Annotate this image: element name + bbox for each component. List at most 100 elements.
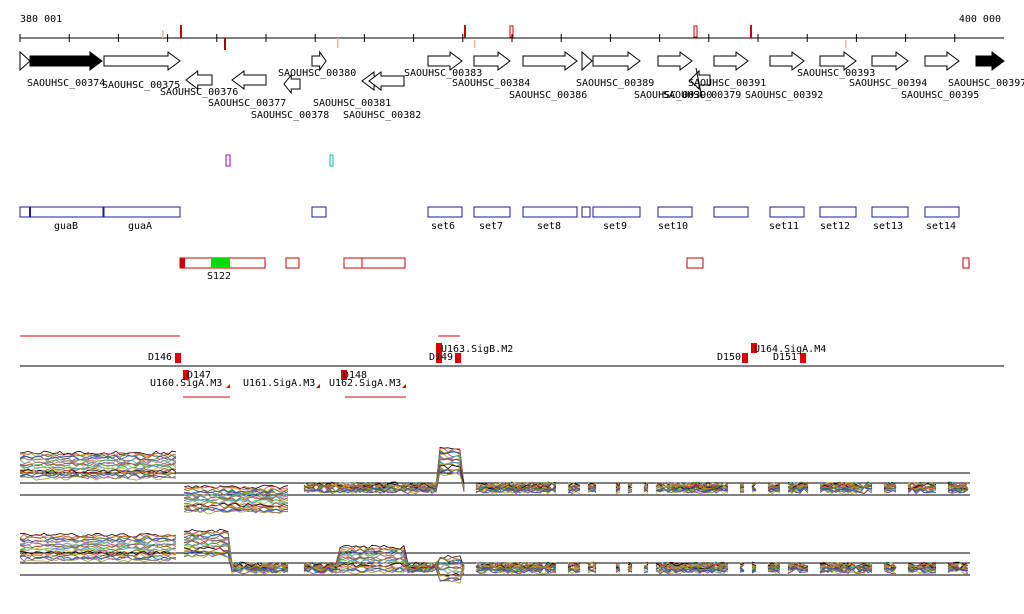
gene-label: SAOUHSC_00377 <box>208 98 286 109</box>
segment-box <box>962 257 970 269</box>
segment-box <box>686 257 704 269</box>
operon-box <box>103 206 181 218</box>
feature-mark <box>742 353 748 363</box>
gene-arrow <box>185 69 213 91</box>
ruler-mark-faint <box>474 40 476 48</box>
segment-box <box>285 257 300 269</box>
gene-arrow <box>29 51 103 71</box>
feature-label: D147 <box>187 370 211 381</box>
operon-label: set14 <box>926 221 956 232</box>
gene-arrow <box>713 51 749 71</box>
ruler-mark-hollow <box>693 25 698 38</box>
operon-box <box>924 206 960 218</box>
gene-label: SAOUHSC_00383 <box>404 68 482 79</box>
feature-label: U163.SigB.M2 <box>441 344 513 355</box>
operon-label: set11 <box>769 221 799 232</box>
gene-label: SAOUHSC_00376 <box>160 87 238 98</box>
ruler-start-label: 380 001 <box>20 14 62 25</box>
expression-track-1 <box>19 446 970 515</box>
operon-box <box>19 206 31 218</box>
operon-box <box>473 206 511 218</box>
gene-label: SAOUHSC_00386 <box>509 90 587 101</box>
ruler-ticks <box>19 34 956 42</box>
gene-arrow <box>283 73 301 95</box>
gene-arrow <box>924 51 960 71</box>
gene-arrow <box>657 51 693 71</box>
cyan-marker <box>329 154 334 167</box>
gene-marker <box>581 50 593 72</box>
coordinate-ruler: 380 001 400 000 <box>19 14 1004 50</box>
operon-box <box>592 206 641 218</box>
expr-series-line <box>19 458 969 501</box>
ruler-marks <box>162 25 847 50</box>
gene-marker <box>19 50 31 72</box>
gene-label: SAOUHSC_00392 <box>745 90 823 101</box>
feature-mark <box>341 370 347 380</box>
operon-track: guaB guaA set6 set7 set8 set9 set10 set11 set12 s… <box>19 206 960 232</box>
gene-label: SAOUHSC_00397 <box>948 78 1024 89</box>
ruler-mark <box>750 25 752 38</box>
gene-connector <box>695 67 703 99</box>
gene-arrow <box>368 71 405 91</box>
feature-label: D146 <box>148 352 172 363</box>
ruler-mark-faint <box>337 38 339 48</box>
operon-box <box>427 206 463 218</box>
gene-label: SAOUHSC_00382 <box>343 110 421 121</box>
gene-label: SAOUHSC_00374 <box>27 78 105 89</box>
feature-mark <box>183 370 189 380</box>
ruler-mark <box>180 25 182 38</box>
gene-label: SAOUHSC_00395 <box>901 90 979 101</box>
feature-label: U160.SigA.M3 <box>150 378 222 389</box>
gene-arrow <box>103 51 181 71</box>
operon-label: guaB <box>54 221 78 232</box>
operon-label: guaA <box>128 221 152 232</box>
feature-mark <box>751 343 757 353</box>
marker-track <box>225 154 334 167</box>
feature-mark <box>455 353 461 363</box>
feature-label: U162.SigA.M3 <box>329 378 401 389</box>
expr-series-line <box>20 472 969 515</box>
feature-label: U164.SigA.M4 <box>754 344 826 355</box>
ruler-mark <box>464 25 466 38</box>
operon-box <box>657 206 693 218</box>
feature-mark <box>800 353 806 363</box>
operon-label: set8 <box>537 221 561 232</box>
gene-label: SAOUHSC_00378 <box>251 110 329 121</box>
gene-label: SAOUHSC_00389 <box>576 78 654 89</box>
segment-box <box>361 257 406 269</box>
gene-label: SAOUHSC_00390 <box>634 90 712 101</box>
gene-track: SAOUHSC_00374SAOUHSC_00375SAOUHSC_00376S… <box>19 50 1024 121</box>
segment-box <box>343 257 363 269</box>
ruler-mark-hollow <box>509 25 514 38</box>
operon-box <box>713 206 749 218</box>
feature-mark <box>175 353 181 363</box>
expr-series-line <box>19 553 969 583</box>
feature-flag <box>402 384 406 388</box>
feature-label: D151 <box>773 352 797 363</box>
gene-label: SAOUHSC_00380 <box>278 68 356 79</box>
gene-arrow <box>427 51 463 71</box>
feature-mark <box>436 343 442 353</box>
segment-edge <box>180 258 185 268</box>
operon-label: set7 <box>479 221 503 232</box>
operon-box <box>581 206 591 218</box>
gene-label: SAOUHSC_00394 <box>849 78 927 89</box>
expr-series-line <box>19 553 969 584</box>
gene-arrow <box>231 70 267 90</box>
operon-box <box>871 206 909 218</box>
gene-label: SAOUHSC_00381 <box>313 98 391 109</box>
feature-flag <box>226 384 230 388</box>
operon-box <box>522 206 578 218</box>
gene-arrow <box>871 51 909 71</box>
ruler-mark-faint <box>845 40 847 48</box>
feature-flag <box>316 384 320 388</box>
gene-arrow <box>769 51 805 71</box>
segment-label: S122 <box>207 271 231 282</box>
operon-label: set6 <box>431 221 455 232</box>
segment-track: S122 <box>179 257 970 282</box>
gene-label: SAOUHSC_00393 <box>797 68 875 79</box>
operon-box <box>29 206 104 218</box>
feature-mark <box>436 353 442 363</box>
ruler-end-label: 400 000 <box>959 14 1001 25</box>
